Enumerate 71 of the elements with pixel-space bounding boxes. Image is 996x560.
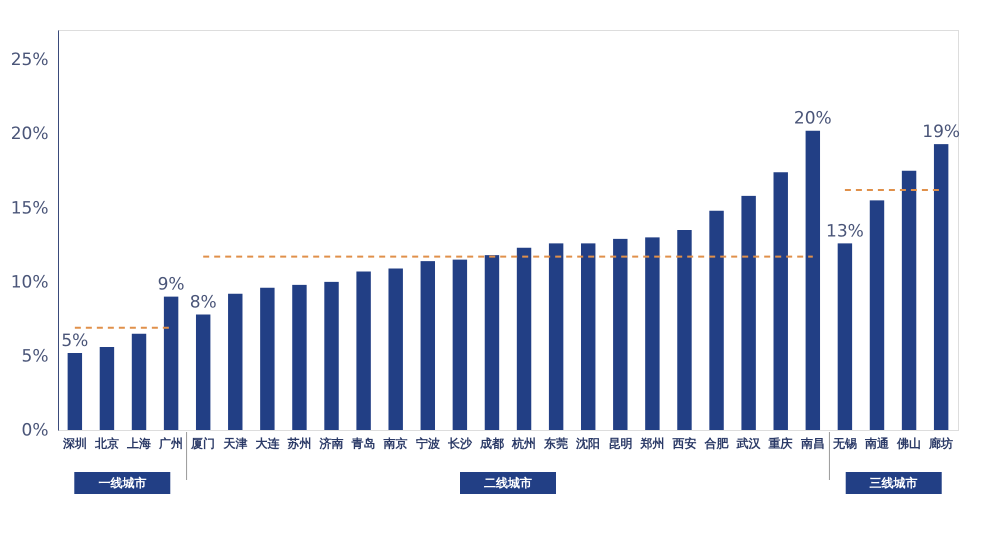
x-tick-label: 厦门 [190, 436, 216, 450]
bar [164, 296, 178, 430]
x-tick-label: 杭州 [511, 436, 536, 450]
x-tick-label: 上海 [126, 436, 152, 450]
data-label: 9% [158, 274, 185, 295]
bar [902, 170, 916, 430]
x-tick-label: 西安 [671, 436, 696, 450]
x-tick-label: 天津 [222, 436, 248, 450]
bar [196, 314, 210, 430]
bar [677, 230, 692, 430]
x-tick-label: 郑州 [639, 436, 664, 450]
bar [132, 334, 146, 430]
bar [580, 243, 596, 430]
data-label: 8% [190, 292, 217, 312]
bar [324, 282, 339, 430]
y-tick-label: 10% [10, 272, 48, 292]
text: 一线城市 [98, 476, 146, 490]
y-tick-label: 20% [10, 124, 48, 144]
data-label: 20% [794, 108, 832, 129]
x-tick-label: 武汉 [736, 436, 762, 450]
bar [260, 288, 275, 430]
bar [613, 238, 628, 430]
data-label: 5% [61, 330, 88, 351]
bar [870, 200, 884, 430]
bar [68, 352, 82, 430]
bar [420, 261, 436, 430]
x-tick-label: 东莞 [543, 436, 568, 450]
bar [838, 243, 852, 430]
x-tick-label: 青岛 [350, 436, 376, 450]
bar [774, 172, 788, 430]
x-tick-label: 济南 [318, 436, 344, 450]
x-tick-label: 无锡 [832, 436, 857, 450]
bar [548, 243, 564, 430]
bar [228, 294, 242, 430]
x-tick-label: 南通 [864, 436, 890, 450]
bar [741, 196, 756, 430]
bar [516, 248, 532, 430]
data-label: 13% [826, 221, 864, 242]
y-tick-label: 15% [10, 198, 48, 218]
x-tick-label: 合肥 [704, 436, 730, 450]
bar [100, 347, 114, 430]
x-tick-label: 南昌 [800, 436, 825, 450]
bar [934, 144, 948, 430]
x-tick-label: 廊坊 [928, 436, 954, 450]
x-tick-label: 成都 [478, 436, 504, 450]
x-tick-label: 大连 [255, 436, 280, 450]
bar [709, 210, 724, 430]
x-tick-label: 深圳 [62, 436, 87, 450]
y-tick-label: 0% [22, 420, 48, 440]
bar [388, 268, 403, 430]
bar [292, 284, 307, 430]
x-tick-label: 昆明 [608, 436, 632, 450]
y-tick-label: 5% [22, 346, 48, 366]
bar [645, 237, 660, 430]
x-tick-label: 广州 [158, 436, 184, 450]
text: 二线城市 [484, 476, 532, 490]
x-tick-label: 北京 [94, 436, 119, 450]
x-tick-label: 重庆 [768, 436, 793, 450]
text: 三线城市 [870, 476, 918, 490]
bar [484, 255, 500, 430]
x-tick-label: 苏州 [286, 436, 312, 450]
data-label: 19% [922, 122, 960, 142]
bar [452, 260, 468, 430]
y-tick-label: 25% [10, 50, 48, 70]
bar [806, 130, 820, 430]
x-tick-label: 宁波 [416, 436, 441, 450]
x-tick-label: 佛山 [896, 436, 922, 450]
x-tick-label: 南京 [382, 436, 408, 450]
bar [356, 271, 371, 430]
x-tick-label: 沈阳 [575, 436, 600, 450]
x-tick-label: 长沙 [446, 436, 473, 450]
